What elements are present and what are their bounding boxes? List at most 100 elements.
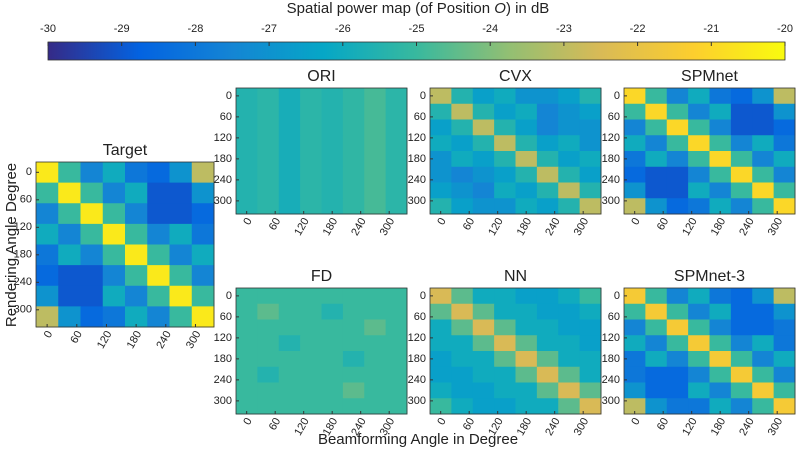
heatmap-cell <box>430 366 452 383</box>
heatmap-cell <box>321 151 344 168</box>
axes-frame <box>235 287 408 415</box>
y-tick-label: 0 <box>26 166 32 178</box>
heatmap-cell <box>257 119 280 136</box>
heatmap-cell <box>536 135 559 152</box>
heatmap-cell <box>472 135 495 152</box>
heatmap-cell <box>278 335 301 352</box>
heatmap-cell <box>666 103 689 120</box>
heatmap-cell <box>688 182 710 199</box>
heatmap-cell <box>321 335 344 352</box>
x-tick-label: 0 <box>435 416 448 427</box>
heatmap-cell <box>666 182 689 199</box>
y-tick-label: 120 <box>602 332 620 344</box>
heatmap-cell <box>125 182 148 204</box>
heatmap-cell <box>494 135 516 152</box>
heatmap-cell <box>752 398 775 415</box>
heatmap-cell <box>385 382 408 399</box>
heatmap-cell <box>558 351 581 368</box>
heatmap-cell <box>472 166 495 183</box>
heatmap-cell <box>58 162 81 184</box>
heatmap-cell <box>494 319 516 336</box>
heatmap-cell <box>688 288 710 305</box>
heatmap-cell <box>579 119 602 136</box>
heatmap-cell <box>645 382 668 399</box>
heatmap-cell <box>688 135 710 152</box>
heatmap-cell <box>688 103 710 120</box>
heatmap-cell <box>236 351 258 368</box>
heatmap-cell <box>558 119 581 136</box>
heatmap-cell <box>278 166 301 183</box>
heatmap-cell <box>236 288 258 305</box>
heatmap-cell <box>321 166 344 183</box>
heatmap-cell <box>236 166 258 183</box>
heatmap-cell <box>364 319 387 336</box>
heatmap-cell <box>709 88 732 105</box>
heatmap-cell <box>278 182 301 199</box>
heatmap-cell <box>257 366 280 383</box>
heatmap-cell <box>688 398 710 415</box>
heatmap-cell <box>688 351 710 368</box>
heatmap-cell <box>515 119 538 136</box>
y-tick-label: 60 <box>220 111 232 123</box>
heatmap-cell <box>624 182 646 199</box>
y-tick-label: 120 <box>14 221 32 233</box>
y-tick-label: 0 <box>420 290 426 302</box>
heatmap-cell <box>169 223 193 245</box>
heatmap-cell <box>278 288 301 305</box>
heatmap-cell <box>257 398 280 415</box>
heatmap-cell <box>558 182 581 199</box>
panel-title: CVX <box>499 68 532 85</box>
x-tick-label: 180 <box>515 416 535 438</box>
heatmap-cell <box>169 306 193 328</box>
heatmap-cell <box>300 182 322 199</box>
heatmap-cell <box>430 382 452 399</box>
heatmap-cell <box>579 288 602 305</box>
heatmap-cell <box>558 103 581 120</box>
heatmap-cell <box>579 319 602 336</box>
heatmap-cell <box>364 303 387 320</box>
heatmap-cell <box>472 319 495 336</box>
colorbar-tick-label: -27 <box>261 23 277 35</box>
x-tick-label: 300 <box>572 216 592 238</box>
heatmap-cell <box>278 319 301 336</box>
heatmap-cell <box>451 166 474 183</box>
heatmap-cell <box>300 319 322 336</box>
heatmap-cell <box>730 335 753 352</box>
heatmap-cell <box>342 366 365 383</box>
heatmap-cell <box>579 166 602 183</box>
heatmap-cell <box>688 166 710 183</box>
heatmap-cell <box>624 398 646 415</box>
y-tick-label: 60 <box>20 194 32 206</box>
colorbar-tick-label: -21 <box>703 23 719 35</box>
heatmap-cell <box>36 306 59 328</box>
axes-frame <box>429 287 602 415</box>
y-tick-label: 120 <box>214 332 232 344</box>
heatmap-cell <box>752 151 775 168</box>
heatmap-cell <box>191 182 215 204</box>
heatmap-cell <box>752 335 775 352</box>
y-tick-label: 0 <box>226 90 232 102</box>
heatmap-cell <box>364 366 387 383</box>
heatmap-cell <box>236 182 258 199</box>
heatmap-cell <box>102 244 126 266</box>
heatmap-cell <box>342 135 365 152</box>
heatmap-cell <box>300 103 322 120</box>
heatmap-cell <box>342 382 365 399</box>
heatmap-cell <box>773 319 796 336</box>
panel-title: NN <box>504 268 527 285</box>
heatmap-cell <box>645 319 668 336</box>
heatmap-cell <box>536 119 559 136</box>
x-tick-label: 240 <box>737 416 757 438</box>
heatmap-cell <box>385 335 408 352</box>
heatmap-cell <box>342 335 365 352</box>
colorbar-tick-label: -20 <box>777 23 793 35</box>
heatmap-cell <box>730 88 753 105</box>
heatmap-cell <box>278 119 301 136</box>
heatmap-cell <box>342 198 365 215</box>
heatmap-cell <box>579 303 602 320</box>
heatmap-cell <box>257 303 280 320</box>
heatmap-cell <box>558 198 581 215</box>
heatmap-cell <box>300 335 322 352</box>
colorbar-tick-label: -30 <box>40 23 56 35</box>
heatmap-cell <box>624 351 646 368</box>
